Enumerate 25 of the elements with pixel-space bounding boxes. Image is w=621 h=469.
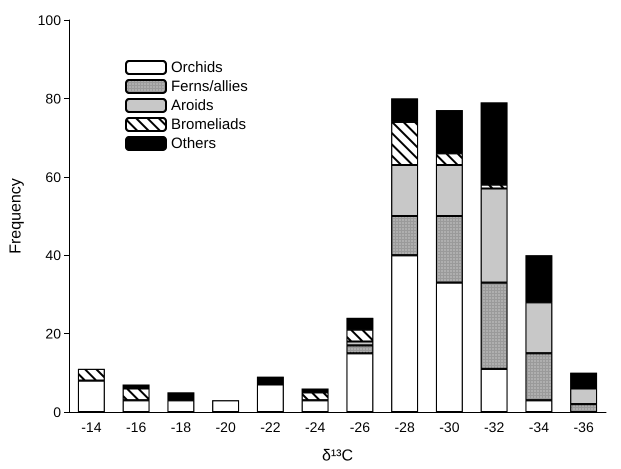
y-axis-title: Frequency — [8, 178, 24, 254]
x-axis-title: δ¹³C — [322, 448, 354, 464]
x-tick-label: -26 — [350, 419, 370, 435]
x-tick-label: -16 — [126, 419, 146, 435]
x-tick-label: -24 — [305, 419, 326, 435]
y-tick-label: 40 — [45, 247, 62, 264]
x-tick-label: -30 — [439, 419, 460, 435]
legend-label: Ferns/allies — [171, 78, 248, 95]
y-tick-label: 100 — [38, 12, 62, 28]
x-tick-label: -20 — [216, 419, 236, 435]
legend-label: Aroids — [171, 97, 214, 114]
x-tick-label: -34 — [528, 419, 550, 435]
y-tick-label: 80 — [45, 90, 62, 106]
y-tick-label: 20 — [45, 326, 62, 342]
legend-label: Others — [171, 135, 216, 152]
x-tick-label: -14 — [81, 419, 102, 435]
legend-label: Orchids — [171, 59, 223, 76]
y-tick-label: 60 — [45, 168, 62, 185]
x-tick-label: -22 — [260, 419, 281, 435]
y-tick-label: 0 — [53, 404, 62, 420]
legend-label: Bromeliads — [171, 116, 246, 133]
x-tick-label: -18 — [170, 419, 192, 435]
x-tick-label: -36 — [574, 419, 594, 435]
x-tick-label: -32 — [484, 419, 504, 435]
x-tick-label: -28 — [394, 419, 415, 435]
